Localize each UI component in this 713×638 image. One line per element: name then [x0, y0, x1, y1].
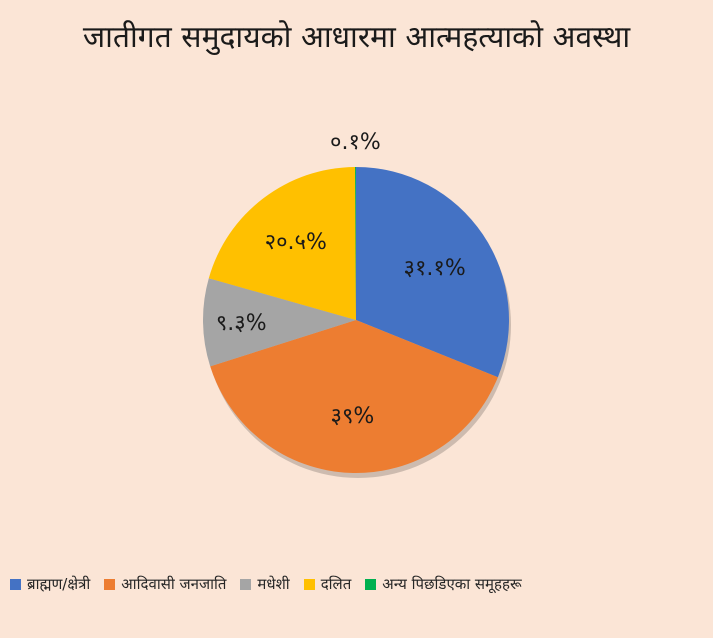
- chart-legend: ब्राह्मण/क्षेत्री आदिवासी जनजाति मधेशी दलित…: [10, 574, 710, 594]
- legend-swatch: [240, 578, 252, 590]
- pie-slice-1: [210, 320, 498, 473]
- chart-title: जातीगत समुदायको आधारमा आत्महत्याको अवस्थ…: [82, 20, 631, 55]
- slice-data-label-1: ३९%: [331, 404, 375, 429]
- legend-label: दलित: [320, 575, 352, 593]
- legend-item-3: दलित: [303, 574, 352, 594]
- legend-item-4: अन्य पिछडिएका समूहहरू: [365, 574, 522, 594]
- legend-swatch: [365, 578, 377, 590]
- legend-swatch: [303, 578, 315, 590]
- pie-slice-3: [208, 167, 356, 320]
- pie-slice-4: [355, 167, 356, 320]
- legend-item-2: मधेशी: [240, 574, 290, 594]
- slice-data-label-2: ९.३%: [216, 311, 267, 336]
- legend-label: अन्य पिछडिएका समूहहरू: [382, 575, 522, 593]
- legend-item-1: आदिवासी जनजाति: [104, 574, 226, 594]
- pie-chart: ३१.१% ३९% ९.३% २०.५% ०.१%: [203, 130, 511, 478]
- slice-data-label-4: ०.१%: [330, 130, 381, 155]
- pie-slice-2: [203, 278, 356, 367]
- legend-label: आदिवासी जनजाति: [121, 575, 227, 593]
- pie-slice-0: [356, 167, 509, 378]
- legend-item-0: ब्राह्मण/क्षेत्री: [10, 574, 90, 594]
- legend-swatch: [10, 578, 21, 590]
- slice-data-label-0: ३१.१%: [404, 256, 466, 281]
- legend-label: मधेशी: [257, 575, 290, 593]
- legend-swatch: [104, 578, 116, 590]
- legend-label: ब्राह्मण/क्षेत्री: [27, 575, 91, 593]
- slice-data-label-3: २०.५%: [265, 230, 327, 255]
